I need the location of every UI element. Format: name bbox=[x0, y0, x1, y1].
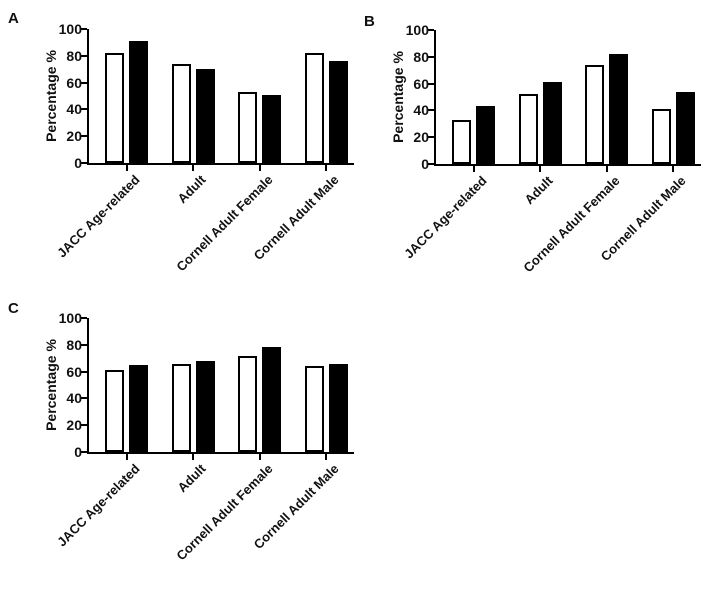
y-tick-label: 20 bbox=[66, 417, 82, 434]
y-tick-label: 0 bbox=[74, 155, 82, 171]
y-tick-mark bbox=[428, 109, 434, 112]
open-bar-2 bbox=[171, 364, 191, 452]
filled-bar-2 bbox=[542, 82, 562, 164]
y-tick-label: 100 bbox=[58, 310, 82, 326]
x-category-label: JACC Age-related bbox=[53, 461, 143, 550]
filled-bar-2 bbox=[195, 69, 215, 163]
x-tick-mark bbox=[192, 452, 194, 460]
y-tick-label: 60 bbox=[413, 75, 429, 92]
y-tick-mark bbox=[428, 82, 434, 85]
x-category-label: Adult bbox=[174, 461, 209, 496]
x-category-label: Cornell Adult Male bbox=[250, 461, 342, 552]
y-tick-label: 80 bbox=[413, 48, 429, 65]
open-bar-4 bbox=[304, 53, 324, 163]
y-tick-label: 40 bbox=[66, 390, 82, 407]
filled-bar-1 bbox=[129, 41, 148, 163]
x-tick-mark bbox=[192, 163, 194, 171]
y-tick-mark bbox=[428, 29, 434, 31]
y-tick-mark bbox=[428, 55, 434, 58]
x-category-label: JACC Age-related bbox=[53, 172, 143, 261]
y-tick-mark bbox=[81, 108, 87, 111]
open-bar-2 bbox=[518, 94, 538, 164]
x-tick-mark bbox=[125, 452, 128, 460]
x-tick-mark bbox=[605, 164, 608, 172]
y-tick-label: 80 bbox=[66, 336, 82, 353]
y-tick-mark bbox=[81, 370, 87, 373]
y-tick-mark bbox=[81, 81, 87, 84]
x-category-label: JACC Age-related bbox=[400, 173, 490, 262]
y-tick-mark bbox=[81, 317, 87, 319]
x-category-label: Adult bbox=[174, 172, 209, 207]
filled-bar-3 bbox=[262, 95, 281, 163]
open-bar-4 bbox=[304, 366, 324, 452]
open-bar-2 bbox=[171, 64, 191, 163]
y-tick-label: 80 bbox=[66, 47, 82, 64]
y-tick-label: 60 bbox=[66, 74, 82, 91]
y-tick-mark bbox=[81, 343, 87, 346]
y-tick-label: 40 bbox=[413, 102, 429, 119]
x-category-label: Cornell Adult Male bbox=[597, 173, 689, 264]
x-category-label: Adult bbox=[521, 173, 556, 208]
open-bar-3 bbox=[585, 65, 604, 164]
y-tick-mark bbox=[81, 397, 87, 400]
plot-area-c: Percentage % 0 20 40 60 80 100 JACC Age-relate… bbox=[43, 310, 354, 563]
y-tick-mark bbox=[428, 136, 434, 139]
x-category-label: Cornell Adult Female bbox=[172, 461, 276, 564]
filled-bar-4 bbox=[328, 364, 348, 452]
open-bar-1 bbox=[105, 53, 124, 163]
x-category-label: Cornell Adult Male bbox=[250, 172, 342, 263]
open-bar-1 bbox=[105, 370, 124, 452]
y-tick-mark bbox=[81, 424, 87, 427]
y-tick-label: 20 bbox=[413, 129, 429, 146]
y-tick-mark bbox=[81, 162, 87, 164]
filled-bar-3 bbox=[609, 54, 628, 164]
panel-letter-b: B bbox=[364, 13, 375, 30]
filled-bar-4 bbox=[328, 61, 348, 163]
y-tick-mark bbox=[81, 28, 87, 30]
open-bar-1 bbox=[452, 120, 471, 164]
y-tick-label: 40 bbox=[66, 101, 82, 118]
filled-bar-2 bbox=[195, 361, 215, 452]
filled-bar-3 bbox=[262, 347, 281, 452]
panel-letter-c: C bbox=[8, 300, 19, 317]
filled-bar-4 bbox=[675, 92, 695, 164]
panel-letter-a: A bbox=[8, 10, 19, 27]
y-tick-label: 100 bbox=[405, 22, 429, 38]
x-category-label: Cornell Adult Female bbox=[519, 173, 623, 276]
x-tick-mark bbox=[539, 164, 541, 172]
y-tick-mark bbox=[81, 135, 87, 138]
y-tick-label: 60 bbox=[66, 363, 82, 380]
x-tick-mark bbox=[258, 452, 261, 460]
plot-area-b: Percentage % 0 20 40 60 80 100 JACC Age-relate… bbox=[390, 22, 701, 275]
y-tick-label: 0 bbox=[421, 156, 429, 172]
x-tick-mark bbox=[325, 452, 327, 460]
open-bar-4 bbox=[651, 109, 671, 164]
x-tick-mark bbox=[125, 163, 128, 171]
y-tick-label: 20 bbox=[66, 128, 82, 145]
x-tick-mark bbox=[325, 163, 327, 171]
plot-area-a: Percentage % 0 20 40 60 80 100 JACC Age-relate… bbox=[43, 21, 354, 274]
open-bar-3 bbox=[238, 356, 257, 452]
y-tick-mark bbox=[81, 451, 87, 453]
filled-bar-1 bbox=[129, 365, 148, 452]
y-tick-label: 0 bbox=[74, 444, 82, 460]
x-tick-mark bbox=[258, 163, 261, 171]
y-tick-mark bbox=[81, 54, 87, 57]
y-tick-mark bbox=[428, 163, 434, 165]
x-tick-mark bbox=[472, 164, 475, 172]
x-category-label: Cornell Adult Female bbox=[172, 172, 276, 275]
x-tick-mark bbox=[672, 164, 674, 172]
open-bar-3 bbox=[238, 92, 257, 163]
y-tick-label: 100 bbox=[58, 21, 82, 37]
filled-bar-1 bbox=[476, 106, 495, 164]
